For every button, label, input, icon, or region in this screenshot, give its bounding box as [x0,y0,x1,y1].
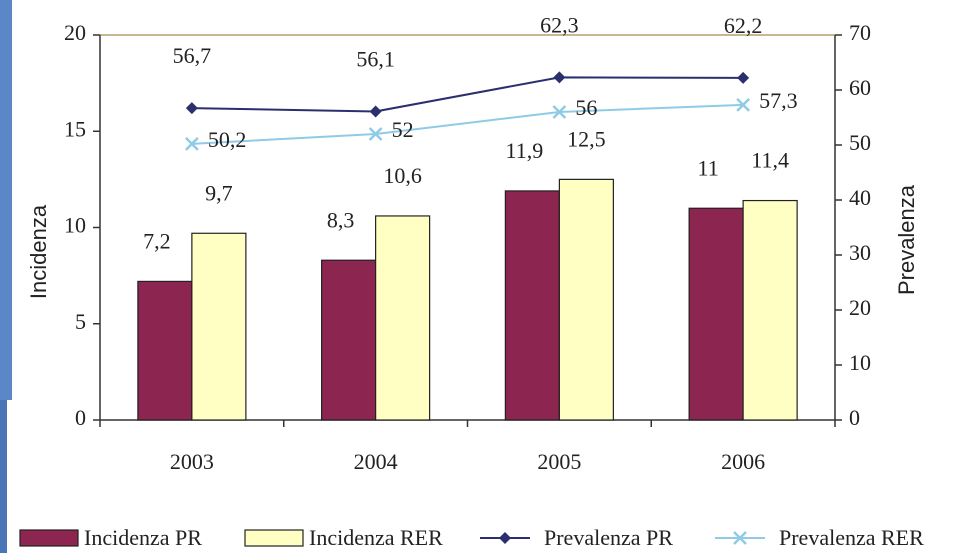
data-label: 56 [575,95,597,120]
x-tick-label: 2003 [170,449,214,474]
marker [368,127,383,141]
data-label: 57,3 [759,88,798,113]
marker [185,102,198,115]
data-label: 11,4 [751,148,789,173]
legend-marker [499,532,511,544]
y-tick-label: 10 [64,213,86,238]
line [191,76,744,113]
y-tick-label: 15 [64,116,86,141]
legend-swatch [19,529,79,547]
y2-tick-label: 40 [849,185,871,210]
marker [184,137,199,151]
bar [558,178,614,421]
data-label: 9,7 [205,180,233,205]
y-tick-label: 20 [64,20,86,45]
bar [688,207,744,421]
data-label: 8,3 [327,207,355,232]
y2-tick-label: 0 [849,405,860,430]
bar [375,215,431,421]
x-tick-label: 2006 [721,449,765,474]
bar [321,259,377,421]
marker [737,71,750,84]
x-tick-label: 2005 [537,449,581,474]
legend-swatch [244,529,304,547]
bar [742,199,798,421]
x-tick-label: 2004 [354,449,398,474]
side-strip [0,0,12,400]
y2-tick-label: 60 [849,75,871,100]
marker [369,105,382,118]
legend-label: Prevalenza RER [779,525,924,550]
data-label: 50,2 [208,127,247,152]
legend-marker [733,531,747,545]
marker [736,97,751,112]
legend-label: Incidenza RER [309,525,443,550]
y2-tick-label: 20 [849,295,871,320]
bar [191,232,247,421]
y2-tick-label: 70 [849,20,871,45]
data-label: 52 [392,117,414,142]
y-tick-label: 5 [75,309,86,334]
y-tick-label: 0 [75,405,86,430]
marker [553,71,566,84]
line [191,103,744,145]
y2-tick-label: 50 [849,130,871,155]
data-label: 7,2 [143,228,171,253]
legend-label: Incidenza PR [84,525,202,550]
bar [504,190,560,421]
data-label: 56,7 [173,43,212,68]
data-label: 56,1 [356,46,395,71]
bar [137,280,193,421]
marker [552,105,567,119]
data-label: 62,2 [724,13,763,38]
data-label: 12,5 [567,126,606,151]
y-axis-title: Incidenza [26,204,51,299]
data-label: 11 [698,155,719,180]
side-strip [0,400,7,553]
y2-tick-label: 30 [849,240,871,265]
y2-axis-title: Prevalenza [894,184,919,295]
data-label: 62,3 [540,12,579,37]
data-label: 11,9 [506,138,544,163]
data-label: 10,6 [383,163,422,188]
legend-label: Prevalenza PR [544,525,673,550]
y2-tick-label: 10 [849,350,871,375]
